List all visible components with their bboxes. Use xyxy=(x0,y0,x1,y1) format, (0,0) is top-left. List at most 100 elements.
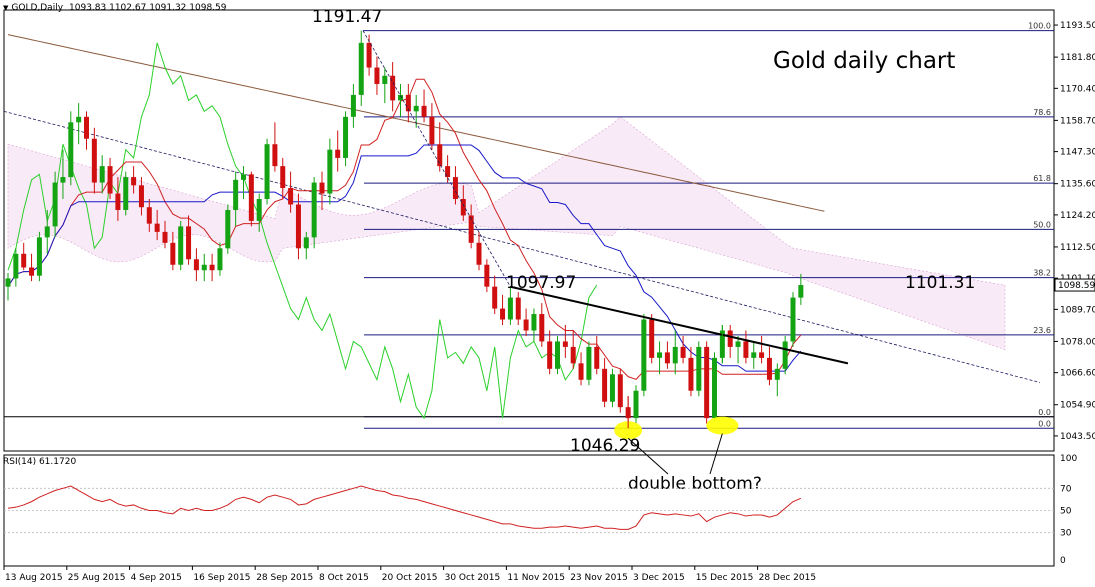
candle-body xyxy=(52,182,58,227)
y-tick-label: 1124.20 xyxy=(1060,211,1095,221)
fib-level-label: 23.6 xyxy=(1033,326,1051,335)
candle-body xyxy=(460,199,466,216)
candle-body xyxy=(146,207,152,224)
fib-level-label: 61.8 xyxy=(1033,174,1051,183)
candle-body xyxy=(437,144,443,167)
candle-body xyxy=(123,177,129,210)
y-tick-label: 1089.70 xyxy=(1060,305,1095,315)
candle-body xyxy=(774,368,780,380)
candle-body xyxy=(178,226,184,265)
candle-body xyxy=(233,179,239,210)
candle-body xyxy=(170,242,176,265)
y-tick-label: 1112.50 xyxy=(1060,243,1095,253)
rsi-y-tick-label: 70 xyxy=(1060,484,1072,494)
candle-body xyxy=(696,346,702,391)
y-tick-label: 1181.80 xyxy=(1060,53,1095,63)
candle-body xyxy=(570,346,576,364)
candle-body xyxy=(115,193,121,210)
candle-body xyxy=(209,264,215,271)
double-bottom-highlight-1 xyxy=(614,421,643,440)
x-tick-label: 20 Oct 2015 xyxy=(382,573,438,583)
annotation-swing-high: 1097.97 xyxy=(506,273,576,293)
last-price-box xyxy=(1054,278,1095,292)
candle-body xyxy=(539,314,545,342)
candle-body xyxy=(578,363,584,380)
double-bottom-highlight-2 xyxy=(706,416,739,435)
annotation-top-price: 1191.47 xyxy=(312,7,382,27)
candle-body xyxy=(531,314,537,331)
candle-body xyxy=(664,352,670,364)
candle-body xyxy=(303,237,309,249)
fib-level-label: 0.0 xyxy=(1038,419,1051,428)
candle-body xyxy=(138,185,144,208)
candle-body xyxy=(99,166,105,183)
candle-body xyxy=(735,341,741,347)
chart-title: Gold daily chart xyxy=(773,48,955,74)
candle-body xyxy=(264,144,270,199)
candle-body xyxy=(311,182,317,238)
candle-body xyxy=(445,166,451,178)
candle-body xyxy=(641,319,647,391)
candle-body xyxy=(476,242,482,265)
candle-body xyxy=(256,199,262,221)
candle-body xyxy=(382,75,388,84)
dropdown-triangle-icon[interactable]: ▼ xyxy=(3,4,9,12)
candle-body xyxy=(790,297,796,342)
fib-level-label: 78.6 xyxy=(1033,108,1051,117)
chikou-line xyxy=(7,42,598,420)
candle-body xyxy=(162,231,168,243)
fib-level-label: 0.0 xyxy=(1038,408,1051,417)
candle-body xyxy=(68,122,74,178)
candle-body xyxy=(633,390,639,419)
y-tick-label: 1170.40 xyxy=(1060,84,1095,94)
top-connector-line xyxy=(362,30,511,287)
candle-body xyxy=(217,248,223,271)
candle-body xyxy=(280,166,286,189)
candle-body xyxy=(272,144,278,167)
y-tick-label: 1147.30 xyxy=(1060,148,1095,158)
x-tick-label: 4 Sep 2015 xyxy=(131,573,182,583)
x-tick-label: 13 Aug 2015 xyxy=(5,573,63,583)
chart-header: ▼ GOLD,Daily 1093.83 1102.67 1091.32 1098.… xyxy=(3,3,226,13)
candle-body xyxy=(680,346,686,358)
candle-body xyxy=(295,204,301,249)
candle-body xyxy=(594,346,600,369)
candle-body xyxy=(44,226,50,238)
candle-body xyxy=(609,374,615,402)
candle-body xyxy=(21,253,27,268)
y-tick-label: 1078.00 xyxy=(1060,337,1095,347)
candle-body xyxy=(36,237,42,276)
candle-body xyxy=(484,264,490,287)
candle-body xyxy=(798,285,804,298)
fib-level-label: 100.0 xyxy=(1028,22,1051,31)
x-tick-label: 3 Dec 2015 xyxy=(633,573,685,583)
tenkan-line xyxy=(7,78,802,380)
candle-body xyxy=(743,341,749,358)
candle-body xyxy=(688,357,694,391)
x-tick-label: 30 Oct 2015 xyxy=(445,573,501,583)
price-panel-frame xyxy=(3,9,1055,452)
annotation-double-bottom: double bottom? xyxy=(628,474,762,494)
candle-body xyxy=(241,174,246,180)
fib-level-label: 38.2 xyxy=(1033,269,1051,278)
candle-body xyxy=(500,308,506,320)
x-tick-label: 16 Sep 2015 xyxy=(193,573,250,583)
y-tick-label: 1066.60 xyxy=(1060,369,1095,379)
candle-body xyxy=(657,352,663,358)
candle-body xyxy=(405,94,411,112)
candle-body xyxy=(358,42,364,95)
candle-body xyxy=(343,116,349,158)
candle-body xyxy=(766,357,772,380)
candle-body xyxy=(672,346,678,364)
candle-body xyxy=(704,346,710,419)
candle-body xyxy=(5,278,11,287)
x-tick-label: 11 Nov 2015 xyxy=(507,573,565,583)
candle-body xyxy=(468,215,474,243)
last-price-label: 1098.59 xyxy=(1058,281,1095,291)
candle-body xyxy=(350,94,356,117)
candle-body xyxy=(492,286,498,309)
rsi-y-tick-label: 30 xyxy=(1060,529,1072,539)
candle-body xyxy=(712,357,717,419)
